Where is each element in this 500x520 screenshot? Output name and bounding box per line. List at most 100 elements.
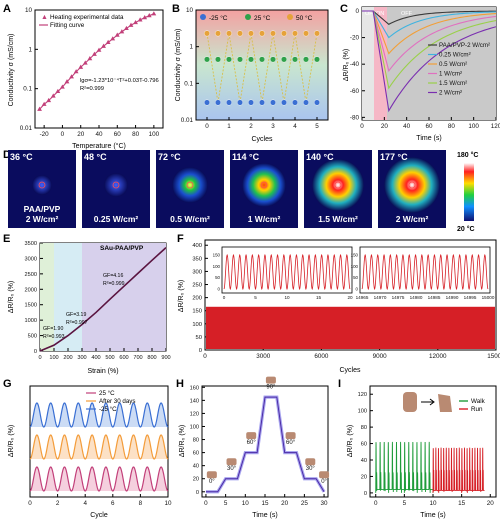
y-tick-label-f: 250 — [192, 283, 202, 289]
data-point-b-1 — [303, 56, 310, 63]
tile-power-2: 0.5 W/cm² — [170, 214, 210, 224]
x-axis-label-h: Time (s) — [252, 512, 277, 519]
y-tick-label-e: 1000 — [25, 318, 37, 324]
tile-power-0: 2 W/cm² — [26, 214, 59, 224]
y-tick-label-f: 200 — [192, 296, 202, 302]
data-point-a — [128, 22, 134, 27]
y-tick-label-a: 0.1 — [23, 86, 32, 93]
legend-c-item-3: 1 W/cm² — [439, 71, 462, 78]
hand-icon-h-2 — [246, 432, 257, 440]
data-point-b-0 — [225, 99, 232, 106]
panel-h: H ΔR/R₀ (%) Time (s) 0 5 10 15 20 25 30 0 20 40 60… — [176, 376, 330, 519]
x-tick-label-c: 80 — [448, 123, 456, 130]
x-tick-label-i: 15 — [458, 500, 466, 507]
data-point-a — [60, 84, 65, 89]
data-point-a — [151, 11, 157, 16]
legend-b: -25 °C 25 °C 50 °C — [200, 14, 313, 22]
inset-f-0-ytick: 50 — [215, 275, 220, 280]
hotspot-5 — [384, 157, 440, 213]
equation-a: lgσ=-1.23*10⁻⁴T²+0.03T-0.796 — [80, 77, 159, 84]
panel-label-a: A — [3, 3, 11, 15]
gf-e-1: GF=3.19 — [66, 312, 86, 318]
scale-min-label: 20 °C — [457, 225, 475, 233]
y-tick-label-h: 0 — [196, 490, 199, 496]
panel-label-f: F — [177, 233, 184, 245]
x-tick-label-b: 2 — [249, 123, 253, 130]
hand-icon-h-5 — [305, 458, 316, 466]
y-tick-label-b: 0.1 — [184, 80, 193, 87]
y-tick-label-f: 400 — [192, 243, 202, 249]
data-point-a — [110, 36, 116, 41]
series-c-1 — [362, 10, 497, 39]
x-axis-label-i: Time (s) — [420, 512, 445, 519]
y-tick-label-b: 1 — [189, 44, 193, 51]
wave-line-g-0 — [29, 466, 169, 492]
panel-label-g: G — [3, 378, 12, 390]
x-tick-label-i: 20 — [487, 500, 495, 507]
crosshair-3 — [260, 181, 268, 189]
strain-curve-e — [39, 247, 167, 352]
x-axis-label-b: Cycles — [251, 136, 273, 143]
series-c-5 — [362, 10, 497, 113]
panel-g: G ΔR/R₀ (%) Cycle 0 2 4 6 8 10 25 °C After 30… — [3, 378, 172, 519]
inset-f-1-ytick: 150 — [351, 253, 359, 258]
legend-g-item-0: 25 °C — [99, 390, 115, 397]
svg-text:▲: ▲ — [41, 14, 48, 21]
x-axis-label-f: Cycles — [339, 367, 361, 374]
panel-i: I ΔR/R₀ (%) Time (s) 0 5 10 15 20 0 20 40 60 80 10… — [338, 378, 497, 519]
cycle-trace-b — [206, 33, 318, 103]
y-tick-label-f: 150 — [192, 309, 202, 315]
wave-line-g-2 — [29, 402, 169, 428]
gf-e-0: GF=1.90 — [43, 326, 63, 332]
legend-i-item-1: Run — [471, 406, 483, 413]
panel-f: F ΔR/R₀ (%) Cycles 0 3000 6000 9000 12000 150… — [177, 233, 500, 374]
data-point-b-1 — [270, 56, 277, 63]
legend-a-item-1: Fitting curve — [50, 22, 85, 29]
inset-f-1-ytick: 100 — [351, 264, 359, 269]
data-point-a — [78, 64, 84, 69]
gf-e-2: GF=4.16 — [103, 273, 123, 279]
data-point-a — [82, 60, 88, 65]
x-axis-label-e: Strain (%) — [87, 368, 118, 375]
x-tick-label-f: 9000 — [373, 353, 388, 360]
legend-b-item-2: 50 °C — [296, 14, 313, 22]
legend-c-item-5: 2 W/cm² — [439, 90, 462, 97]
legend-c-item-1: 0.25 W/cm² — [439, 52, 471, 59]
series-c-2 — [362, 10, 497, 55]
y-tick-label-f: 0 — [199, 348, 202, 354]
x-tick-label-f: 3000 — [256, 353, 271, 360]
y-tick-label-h: 20 — [193, 477, 199, 483]
x-tick-label-c: 0 — [360, 123, 364, 130]
x-tick-label-h: 20 — [281, 500, 289, 507]
crosshair-1 — [112, 181, 120, 189]
x-tick-label-g: 4 — [83, 500, 87, 507]
hand-icon-h-1 — [226, 458, 237, 466]
angle-label-h-2: 60° — [247, 440, 257, 446]
data-point-b-2 — [203, 30, 210, 37]
data-point-b-2 — [303, 30, 310, 37]
tile-temp-0: 36 °C — [10, 152, 33, 162]
x-tick-label-h: 10 — [242, 500, 250, 507]
panel-label-d: D — [3, 149, 11, 161]
y-tick-label-e: 3500 — [25, 241, 37, 247]
data-point-a — [119, 29, 125, 34]
data-point-a — [124, 25, 129, 31]
angle-trace-h — [205, 396, 325, 493]
data-point-a — [64, 79, 70, 84]
x-tick-label-g: 10 — [164, 500, 172, 507]
inset-f-0-ytick: 100 — [213, 264, 221, 269]
data-point-b-2 — [225, 30, 232, 37]
hotspot-1 — [104, 173, 128, 197]
legend-g-item-2: -25 °C — [99, 406, 117, 413]
inset-f-1-ytick: 0 — [356, 287, 359, 292]
data-point-a — [96, 47, 102, 52]
phase-off-1: OFF — [365, 11, 377, 17]
y-tick-label-h: 160 — [190, 385, 199, 391]
x-tick-label-g: 8 — [139, 500, 143, 507]
x-tick-label-a: 20 — [77, 131, 85, 138]
tile-power-3: 1 W/cm² — [248, 214, 281, 224]
y-tick-label-f: 300 — [192, 269, 202, 275]
x-tick-label-h: 0 — [204, 500, 208, 507]
region-e-0 — [40, 243, 54, 351]
legend-i: Walk Run — [459, 398, 486, 413]
